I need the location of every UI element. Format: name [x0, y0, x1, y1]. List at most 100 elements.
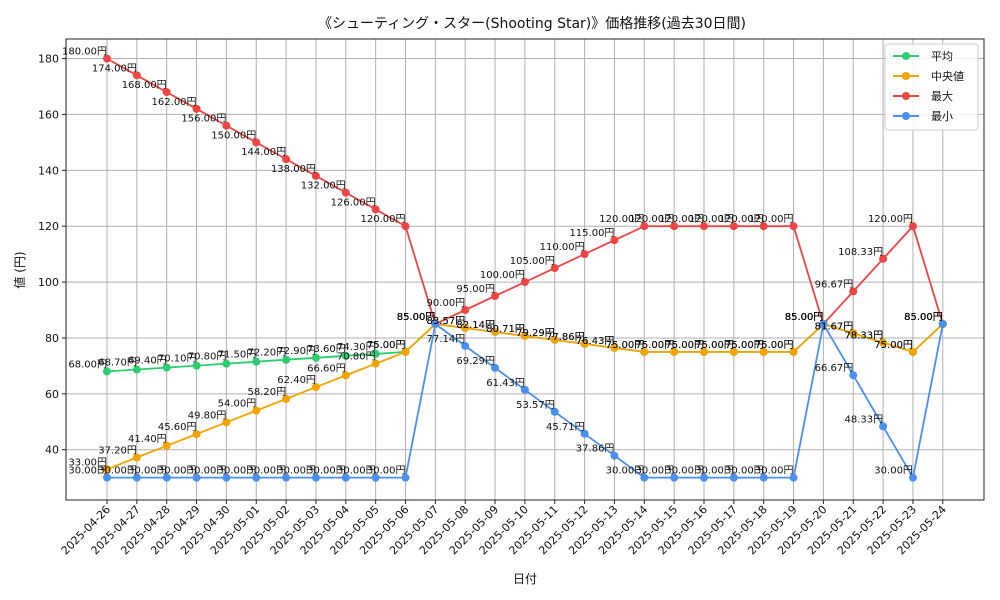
y-tick-label: 80: [45, 332, 59, 345]
data-label: 30.00円: [98, 466, 137, 477]
data-point: [103, 367, 111, 376]
data-point: [192, 430, 201, 439]
data-point: [550, 407, 559, 416]
data-label: 150.00円: [211, 130, 256, 141]
data-label: 85.00円: [785, 312, 824, 323]
data-point: [282, 155, 291, 164]
data-label: 75.00円: [725, 340, 764, 351]
data-label: 30.00円: [158, 466, 197, 477]
data-label: 30.00円: [307, 466, 346, 477]
data-point: [162, 473, 171, 482]
data-label: 90.00円: [427, 298, 466, 309]
data-point: [491, 363, 500, 372]
legend-entry: 最小: [931, 110, 953, 123]
legend-box: [884, 43, 979, 131]
data-label: 45.71円: [546, 422, 585, 433]
data-label: 61.43円: [486, 378, 525, 389]
data-label: 30.00円: [277, 466, 316, 477]
data-label: 120.00円: [868, 214, 913, 225]
data-label: 144.00円: [241, 147, 286, 158]
data-point: [371, 359, 380, 368]
data-point: [222, 473, 231, 482]
data-label: 76.43円: [576, 336, 615, 347]
data-point: [759, 347, 768, 356]
data-point: [491, 327, 500, 336]
data-label: 66.67円: [815, 363, 854, 374]
data-label: 30.00円: [725, 466, 764, 477]
data-point: [103, 465, 111, 474]
data-label: 85.00円: [904, 312, 943, 323]
data-point: [640, 473, 649, 482]
data-point: [610, 451, 619, 460]
data-label: 30.00円: [218, 466, 257, 477]
data-label: 30.00円: [665, 466, 704, 477]
data-point: [461, 323, 470, 332]
data-label: 75.00円: [367, 340, 406, 351]
data-point: [908, 347, 917, 356]
data-label: 85.00円: [904, 312, 943, 323]
data-point: [819, 319, 828, 328]
data-label: 75.00円: [636, 340, 675, 351]
y-tick-label: 180: [38, 53, 59, 66]
data-point: [311, 383, 320, 392]
data-label: 30.00円: [337, 466, 376, 477]
data-label: 76.43円: [576, 336, 615, 347]
data-label: 70.10円: [158, 354, 197, 365]
data-label: 75.00円: [636, 340, 675, 351]
data-point: [908, 222, 917, 231]
data-point: [879, 254, 888, 263]
legend-entry: 最大: [931, 89, 953, 103]
data-label: 73.60円: [307, 344, 346, 355]
data-label: 75.00円: [695, 340, 734, 351]
data-point: [282, 355, 291, 364]
data-label: 96.67円: [815, 279, 854, 290]
data-label: 79.29円: [516, 328, 555, 339]
data-label: 85.00円: [397, 312, 436, 323]
data-label: 53.57円: [516, 400, 555, 411]
data-point: [849, 287, 858, 296]
data-label: 75.00円: [665, 340, 704, 351]
data-label: 48.33円: [844, 414, 883, 425]
data-labels-layer: 68.00円68.70円69.40円70.10円70.80円71.50円72.2…: [62, 47, 943, 477]
y-tick-label: 160: [38, 108, 59, 121]
data-label: 126.00円: [331, 197, 376, 208]
data-point: [938, 319, 947, 328]
y-tick-label: 120: [38, 220, 59, 233]
data-point: [311, 171, 320, 180]
data-point: [759, 222, 768, 231]
data-point: [729, 222, 738, 231]
data-point: [520, 278, 529, 287]
data-point: [610, 236, 619, 245]
legend-swatch-marker: [902, 112, 910, 120]
data-point: [520, 331, 529, 340]
data-point: [192, 104, 201, 113]
data-point: [729, 347, 738, 356]
data-label: 75.00円: [755, 340, 794, 351]
legend-entry: 平均: [931, 50, 953, 63]
data-label: 79.29円: [516, 328, 555, 339]
data-label: 72.20円: [247, 348, 286, 359]
data-label: 80.71円: [486, 324, 525, 335]
data-point: [222, 121, 231, 130]
data-point: [700, 222, 708, 231]
data-label: 174.00円: [92, 63, 137, 74]
data-label: 77.14円: [427, 334, 466, 345]
data-label: 30.00円: [695, 466, 734, 477]
data-label: 168.00円: [122, 80, 167, 91]
data-label: 77.86円: [546, 332, 585, 343]
data-point: [461, 341, 470, 350]
data-point: [222, 359, 231, 368]
data-label: 41.40円: [128, 434, 167, 445]
data-label: 78.33円: [844, 331, 883, 342]
data-label: 75.00円: [874, 340, 913, 351]
data-label: 75.00円: [874, 340, 913, 351]
data-label: 75.00円: [367, 340, 406, 351]
data-point: [401, 222, 410, 231]
data-point: [640, 222, 649, 231]
data-label: 83.57円: [427, 316, 466, 327]
data-label: 85.00円: [785, 312, 824, 323]
data-point: [491, 292, 500, 301]
data-label: 30.00円: [247, 466, 286, 477]
data-label: 78.33円: [844, 331, 883, 342]
